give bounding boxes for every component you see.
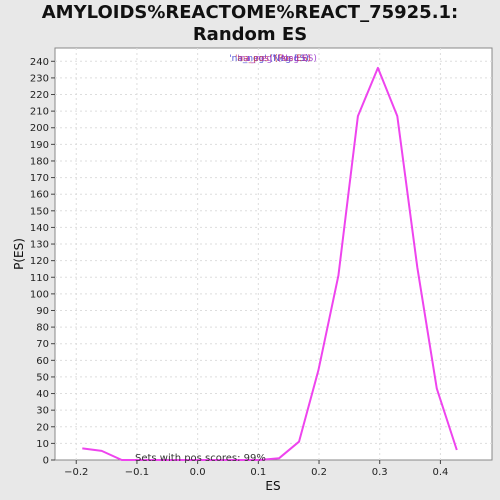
y-axis-ticks: 0 10 20 30 40 50 60 70 80 90 100 110 120 130 140 150 160… <box>30 57 55 467</box>
x-tick-label: 0.1 <box>250 467 266 478</box>
y-tick-label: 60 <box>36 356 49 367</box>
x-tick-label: 0.3 <box>372 467 388 478</box>
y-tick-label: 190 <box>30 140 49 151</box>
x-tick-label: 0.2 <box>311 467 327 478</box>
y-tick-label: 50 <box>36 372 49 383</box>
legend: 'na_neg' (Neg ES)'na_pos' (Pos ES)'na_ne… <box>229 54 317 64</box>
y-tick-label: 220 <box>30 90 49 101</box>
y-tick-label: 170 <box>30 173 49 184</box>
x-tick-label: −0.1 <box>125 467 149 478</box>
y-tick-label: 130 <box>30 240 49 251</box>
y-tick-label: 70 <box>36 339 49 350</box>
y-tick-label: 120 <box>30 256 49 267</box>
y-tick-label: 0 <box>43 456 49 467</box>
legend-entry: 'na_neg' (Neg ES) <box>229 54 309 64</box>
y-tick-label: 40 <box>36 389 49 400</box>
x-tick-label: −0.2 <box>64 467 88 478</box>
y-tick-label: 20 <box>36 422 49 433</box>
plot-area <box>54 47 493 461</box>
y-tick-label: 240 <box>30 57 49 68</box>
x-tick-label: 0.0 <box>190 467 206 478</box>
pos-scores-annotation: Sets with pos scores: 99% <box>135 453 266 464</box>
y-axis-title: P(ES) <box>12 238 26 270</box>
y-tick-label: 110 <box>30 273 49 284</box>
x-axis-title: ES <box>265 479 280 493</box>
y-tick-label: 210 <box>30 107 49 118</box>
y-tick-label: 160 <box>30 190 49 201</box>
grid-lines <box>55 48 492 460</box>
y-tick-label: 100 <box>30 289 49 300</box>
y-tick-label: 230 <box>30 73 49 84</box>
y-tick-label: 200 <box>30 123 49 134</box>
legend-entry: 'na_pos' (Pos ES) <box>235 54 311 64</box>
y-tick-label: 30 <box>36 406 49 417</box>
y-tick-label: 180 <box>30 156 49 167</box>
y-tick-label: 150 <box>30 206 49 217</box>
series-line <box>82 66 458 461</box>
chart-title-line1: AMYLOIDS%REACTOME%REACT_75925.1: Random … <box>41 2 459 45</box>
y-tick-label: 90 <box>36 306 49 317</box>
y-tick-label: 80 <box>36 323 49 334</box>
series-group <box>82 66 458 461</box>
y-tick-label: 140 <box>30 223 49 234</box>
x-tick-label: 0.4 <box>432 467 448 478</box>
legend-entry: 'na_neg' (Neg ES) <box>237 54 317 64</box>
y-tick-label: 10 <box>36 439 49 450</box>
x-axis-ticks: −0.2 −0.1 0.0 0.1 0.2 0.3 0.4 <box>64 460 448 478</box>
